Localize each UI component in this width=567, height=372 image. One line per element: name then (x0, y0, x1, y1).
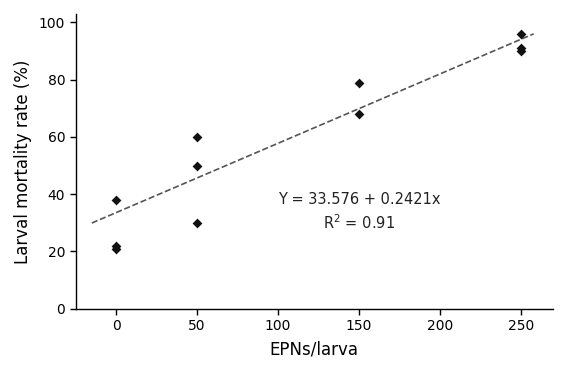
Point (112, 246, 121, 251)
Y-axis label: Larval mortality rate (%): Larval mortality rate (%) (14, 59, 32, 263)
Point (192, 163, 201, 169)
Point (112, 197, 121, 203)
Text: Y = 33.576 + 0.2421x: Y = 33.576 + 0.2421x (278, 192, 440, 208)
Text: R$^2$ = 0.91: R$^2$ = 0.91 (323, 214, 395, 232)
Point (112, 243, 121, 249)
X-axis label: EPNs/larva: EPNs/larva (270, 340, 359, 358)
Point (516, 48, 525, 54)
Point (354, 111, 363, 117)
Point (516, 45, 525, 51)
Point (354, 80, 363, 86)
Point (192, 220, 201, 226)
Point (516, 31, 525, 37)
Point (192, 134, 201, 140)
